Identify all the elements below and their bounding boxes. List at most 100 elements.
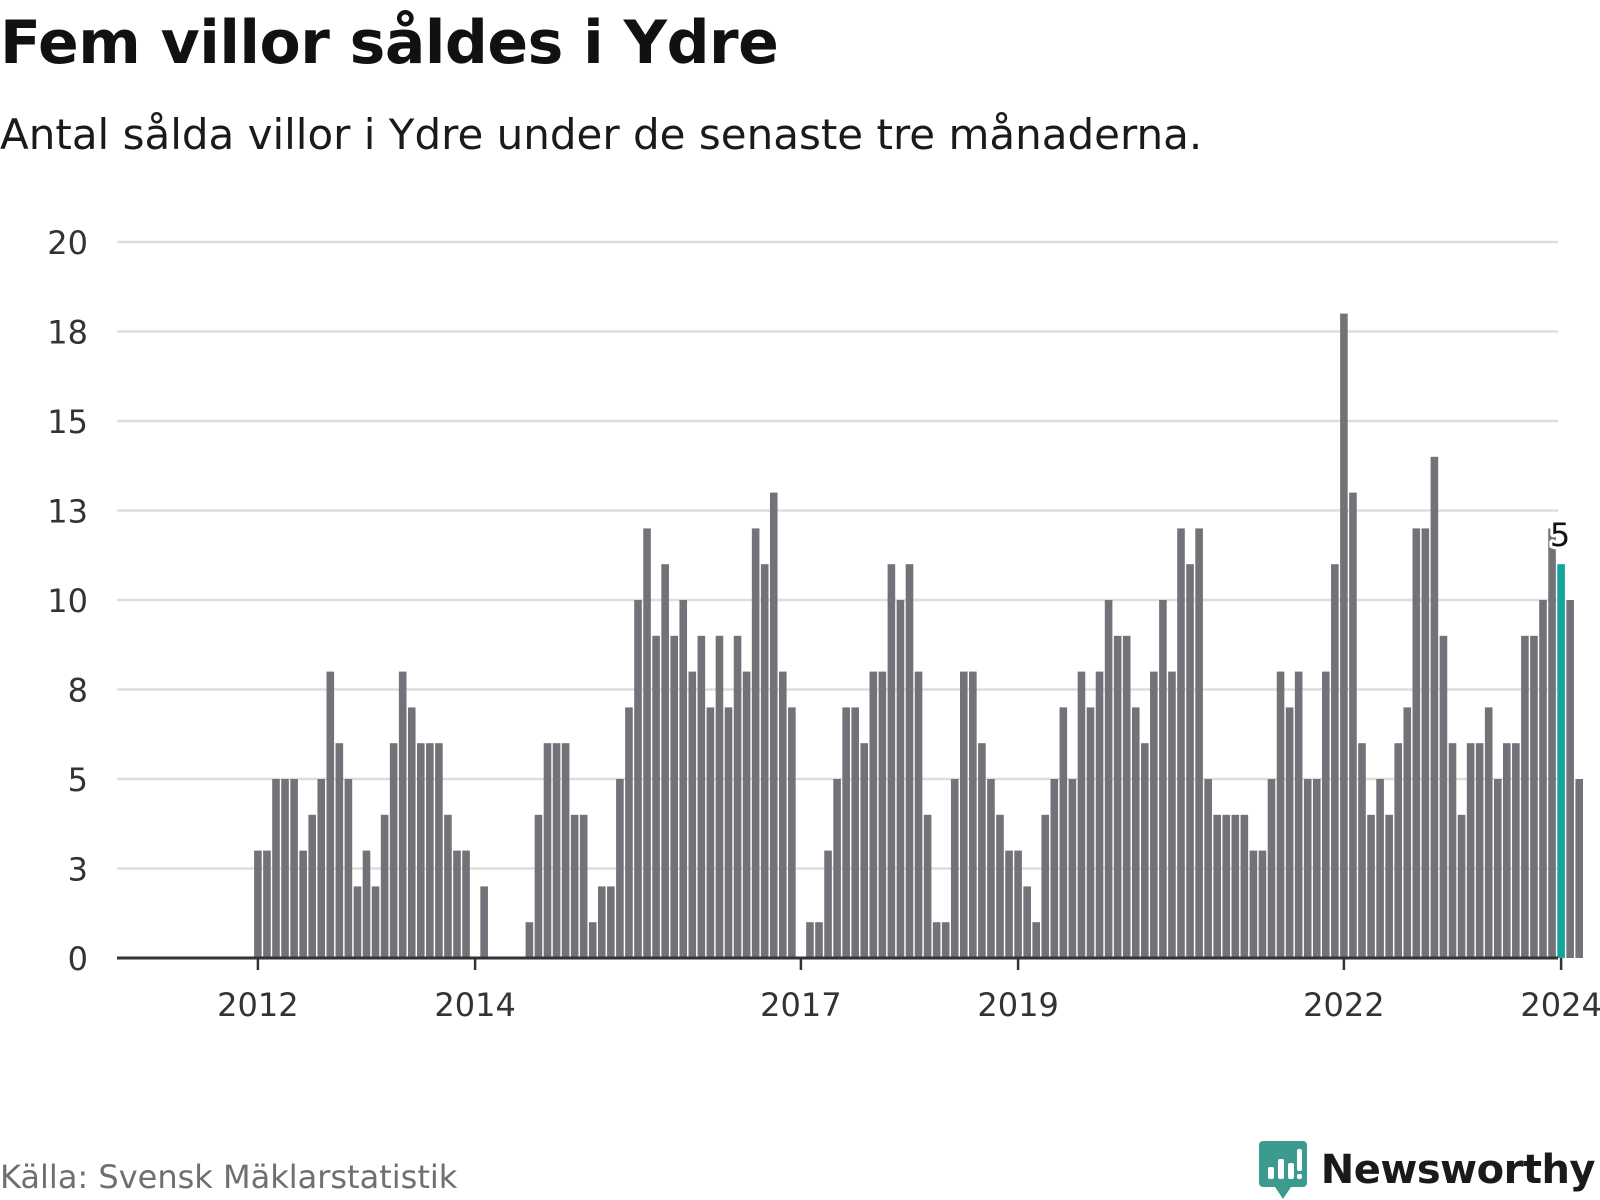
bar (1493, 779, 1502, 958)
bar (652, 635, 660, 958)
bar (1376, 779, 1384, 958)
bar (1385, 814, 1393, 958)
bar (1503, 743, 1511, 958)
bar (1077, 671, 1086, 958)
bar (543, 743, 552, 958)
bar (950, 779, 959, 958)
y-tick-label: 20 (47, 224, 88, 262)
y-tick-label: 10 (47, 582, 88, 620)
bar (453, 850, 461, 958)
bar (914, 671, 923, 958)
bar (670, 635, 678, 958)
bar (1231, 814, 1240, 958)
bar (1521, 635, 1529, 958)
bar (299, 850, 307, 958)
bar (1014, 850, 1022, 958)
bar (1421, 528, 1430, 958)
bar (751, 528, 760, 958)
bar (688, 671, 697, 958)
bar (1340, 313, 1348, 959)
bar (335, 743, 344, 958)
bar (525, 922, 534, 958)
bar (923, 814, 932, 958)
bar (480, 886, 488, 958)
bar (417, 743, 425, 958)
y-tick-label: 18 (47, 314, 88, 352)
bar (552, 743, 561, 958)
bar (742, 671, 751, 958)
bar (1186, 564, 1194, 958)
bar (1439, 635, 1448, 958)
bar (706, 707, 715, 958)
bar (272, 779, 280, 958)
bar (598, 886, 606, 958)
bar (1548, 528, 1556, 958)
bar (733, 635, 742, 958)
bar (996, 814, 1004, 958)
bar (1086, 707, 1095, 958)
axes (117, 956, 1563, 970)
bar (1159, 600, 1167, 958)
bar (1267, 779, 1276, 958)
bar (1466, 743, 1475, 958)
bar (896, 600, 905, 958)
bar (616, 779, 624, 958)
bar (326, 671, 335, 958)
bar (1430, 456, 1439, 958)
bar (534, 814, 543, 958)
x-tick-label: 2017 (760, 986, 841, 1024)
bar (1484, 707, 1493, 958)
bar (579, 814, 588, 958)
bar (1041, 814, 1050, 958)
bar (1131, 707, 1140, 958)
bar (1258, 850, 1267, 958)
bar (254, 850, 262, 958)
y-tick-label: 5 (68, 761, 88, 799)
bar (353, 886, 362, 958)
bar (607, 886, 615, 958)
x-tick-label: 2014 (434, 986, 515, 1024)
bar (308, 814, 316, 958)
bar (905, 564, 914, 958)
bar (987, 779, 995, 958)
bar (769, 492, 778, 958)
bar (1005, 850, 1013, 958)
bar (1575, 779, 1583, 958)
bar (1059, 707, 1068, 958)
bar (398, 671, 407, 958)
highlight-value-label: 5 (1550, 516, 1570, 554)
bar (851, 707, 859, 958)
bar (1113, 635, 1122, 958)
bar (1240, 814, 1249, 958)
bar (1150, 671, 1158, 958)
bar (362, 850, 371, 958)
bar (1349, 492, 1357, 958)
bar (435, 743, 443, 958)
bar (1285, 707, 1294, 958)
y-tick-label: 0 (68, 940, 88, 978)
bar (760, 564, 769, 958)
bar (1104, 600, 1113, 958)
x-tick-label: 2024 (1520, 986, 1600, 1024)
bar (1141, 743, 1149, 958)
bar (371, 886, 380, 958)
bar (1530, 635, 1538, 958)
bar (1195, 528, 1203, 958)
x-tick-label: 2019 (977, 986, 1058, 1024)
x-tick-label: 2012 (217, 986, 298, 1024)
bar (1394, 743, 1402, 958)
bar (407, 707, 416, 958)
newsworthy-logo[interactable]: Newsworthy (1258, 1140, 1596, 1200)
bars (254, 313, 1583, 959)
bar (1303, 779, 1312, 958)
bar (1204, 779, 1212, 958)
x-tick-label: 2022 (1303, 986, 1384, 1024)
bar (842, 707, 850, 958)
bar (815, 922, 823, 958)
bar (1276, 671, 1285, 958)
bar (887, 564, 896, 958)
bar (932, 922, 941, 958)
bar (462, 850, 470, 958)
bar (1566, 600, 1574, 958)
bar (643, 528, 651, 958)
